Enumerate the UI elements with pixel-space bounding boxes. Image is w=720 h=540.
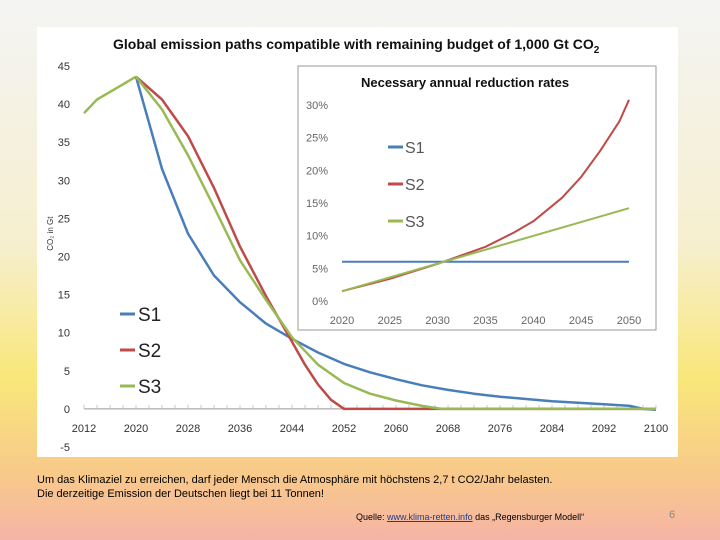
inset-x-tick-label: 2035 bbox=[473, 315, 497, 327]
x-tick-label: 2076 bbox=[488, 423, 512, 435]
inset-x-tick-label: 2050 bbox=[617, 315, 641, 327]
y-tick-label: 5 bbox=[64, 366, 70, 378]
legend-label-s3: S3 bbox=[138, 377, 161, 398]
inset-y-tick-label: 30% bbox=[306, 100, 328, 112]
chart-canvas: Global emission paths compatible with re… bbox=[46, 36, 668, 454]
emission-chart: Global emission paths compatible with re… bbox=[37, 27, 678, 457]
legend-label-s1: S1 bbox=[138, 305, 161, 326]
source-link[interactable]: www.klima-retten.info bbox=[387, 512, 473, 522]
inset-x-tick-label: 2045 bbox=[569, 315, 593, 327]
y-tick-label: 35 bbox=[58, 137, 70, 149]
series-line-s1 bbox=[134, 76, 657, 411]
y-tick-label: 45 bbox=[58, 61, 70, 73]
series-line-s3 bbox=[135, 75, 656, 411]
y-tick-label: 20 bbox=[58, 252, 70, 264]
x-tick-label: 2012 bbox=[72, 423, 96, 435]
source-suffix: das „Regensburger Modell“ bbox=[475, 512, 585, 522]
y-tick-label: 40 bbox=[58, 99, 70, 111]
x-tick-label: 2100 bbox=[644, 423, 668, 435]
x-tick-label: 2052 bbox=[332, 423, 356, 435]
source-prefix: Quelle: bbox=[356, 512, 385, 522]
inset-x-tick-label: 2030 bbox=[425, 315, 449, 327]
inset-x-tick-label: 2020 bbox=[330, 315, 354, 327]
inset-frame bbox=[297, 65, 657, 331]
x-tick-label: 2084 bbox=[540, 423, 564, 435]
inset-series-s3 bbox=[341, 207, 630, 293]
page-number: 6 bbox=[669, 509, 676, 521]
inset-legend-label-s1: S1 bbox=[405, 140, 425, 157]
history-line bbox=[83, 75, 137, 115]
x-tick-label: 2020 bbox=[124, 423, 148, 435]
inset-title: Necessary annual reduction rates bbox=[361, 75, 569, 90]
y-tick-label: 15 bbox=[58, 290, 70, 302]
main-chart-title: Global emission paths compatible with re… bbox=[113, 36, 600, 56]
x-tick-label: 2092 bbox=[592, 423, 616, 435]
inset-y-tick-label: 20% bbox=[306, 165, 328, 177]
y-tick-label: 30 bbox=[58, 175, 70, 187]
y-tick-label: 25 bbox=[58, 213, 70, 225]
inset-x-tick-label: 2040 bbox=[521, 315, 545, 327]
x-tick-label: 2028 bbox=[176, 423, 200, 435]
inset-legend-label-s3: S3 bbox=[405, 214, 425, 231]
inset-x-tick-label: 2025 bbox=[378, 315, 402, 327]
source-credit: Quelle: www.klima-retten.info das „Regen… bbox=[356, 512, 584, 522]
x-tick-label: 2068 bbox=[436, 423, 460, 435]
y-tick-label: -5 bbox=[60, 442, 70, 454]
inset-legend-label-s2: S2 bbox=[405, 177, 425, 194]
x-tick-label: 2060 bbox=[384, 423, 408, 435]
inset-y-tick-label: 0% bbox=[312, 296, 328, 308]
legend-label-s2: S2 bbox=[138, 341, 161, 362]
inset-y-tick-label: 15% bbox=[306, 198, 328, 210]
x-tick-label: 2044 bbox=[280, 423, 304, 435]
inset-y-tick-label: 25% bbox=[306, 133, 328, 145]
y-tick-label: 0 bbox=[64, 404, 70, 416]
y-axis-label: CO₂ in Gt bbox=[46, 216, 55, 251]
x-tick-label: 2036 bbox=[228, 423, 252, 435]
y-tick-label: 10 bbox=[58, 328, 70, 340]
caption-line-2: Die derzeitige Emission der Deutschen li… bbox=[37, 488, 324, 500]
inset-y-tick-label: 10% bbox=[306, 231, 328, 243]
caption-line-1: Um das Klimaziel zu erreichen, darf jede… bbox=[37, 474, 553, 486]
caption: Um das Klimaziel zu erreichen, darf jede… bbox=[37, 473, 677, 501]
inset-y-tick-label: 5% bbox=[312, 263, 328, 275]
